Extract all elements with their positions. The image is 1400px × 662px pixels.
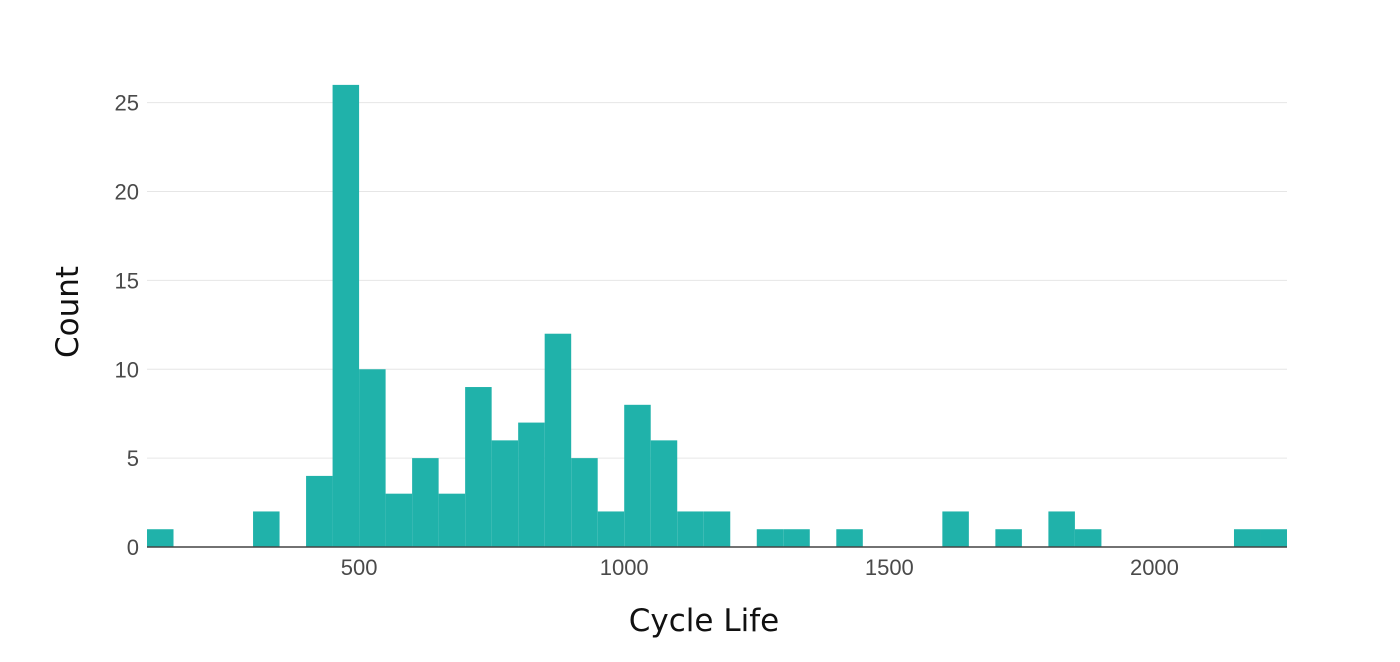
histogram-bar	[412, 458, 439, 547]
x-axis-title: Cycle Life	[629, 603, 779, 639]
histogram-bar	[253, 511, 280, 547]
histogram-bar	[306, 475, 333, 547]
x-tick-label: 1500	[865, 555, 914, 580]
y-tick-label: 25	[115, 91, 139, 116]
histogram-bar	[836, 529, 863, 547]
x-tick-labels: 500 1000 1500 2000	[341, 555, 1179, 580]
histogram-bar	[995, 529, 1022, 547]
x-tick-label: 2000	[1130, 555, 1179, 580]
y-tick-labels: 0 5 10 15 20 25	[115, 91, 139, 560]
y-tick-label: 15	[115, 268, 139, 293]
y-tick-label: 0	[127, 535, 139, 560]
histogram-bar	[942, 511, 969, 547]
histogram-bar	[1074, 529, 1102, 547]
histogram-bar	[147, 529, 174, 547]
histogram-bar	[332, 84, 360, 548]
histogram-bar	[571, 458, 598, 547]
histogram-bar	[518, 422, 545, 547]
histogram-bar	[465, 387, 492, 547]
histogram-bar	[677, 511, 704, 547]
histogram-bar	[597, 511, 625, 547]
histogram-bar	[624, 404, 651, 547]
y-tick-label: 5	[127, 446, 139, 471]
histogram-bar	[544, 333, 572, 547]
histogram-bar	[438, 493, 466, 547]
y-axis-title: Count	[50, 266, 86, 358]
x-tick-label: 500	[341, 555, 378, 580]
histogram-bar	[650, 440, 678, 547]
histogram-bar	[703, 511, 731, 547]
histogram-bar	[1260, 529, 1287, 547]
x-tick-label: 1000	[600, 555, 649, 580]
histogram-bar	[783, 529, 810, 547]
y-tick-label: 20	[115, 180, 139, 205]
histogram-bar	[1048, 511, 1075, 547]
histogram-bars	[147, 84, 1287, 548]
histogram-bar	[491, 440, 519, 547]
gridlines	[147, 102, 1287, 459]
histogram-bar	[756, 529, 784, 547]
histogram-bar	[1233, 529, 1261, 547]
histogram-bar	[359, 369, 386, 547]
histogram-bar	[385, 493, 413, 547]
y-tick-label: 10	[115, 357, 139, 382]
